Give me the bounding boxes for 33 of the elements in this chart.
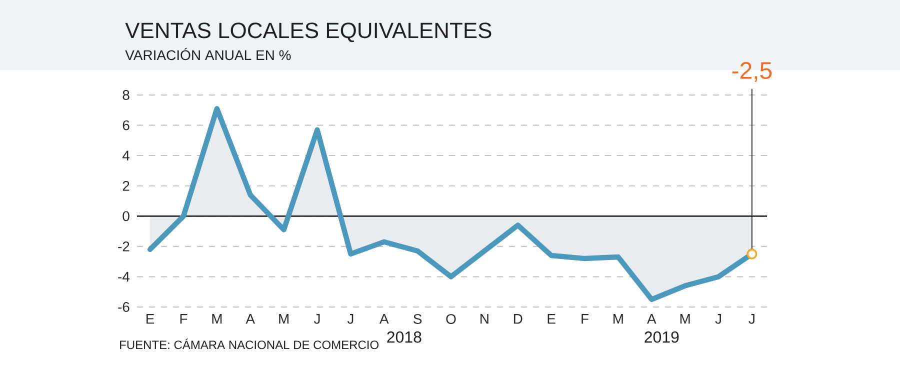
y-tick-label: 6 (122, 120, 130, 130)
x-tick-label: M (279, 314, 288, 324)
text: 2018 (387, 331, 422, 343)
y-tick-label: 8 (122, 90, 130, 100)
y-tick-label: 4 (122, 150, 130, 160)
x-tick-label: D (514, 314, 522, 324)
source-note: FUENTE: CÁMARA NACIONAL DE COMERCIO (120, 338, 379, 350)
x-tick-label: E (146, 314, 154, 324)
x-tick-label: J (347, 314, 354, 324)
x-tick-label: N (480, 314, 488, 324)
x-tick-label: A (646, 314, 656, 324)
x-tick-label: S (414, 314, 422, 324)
x-tick-label: A (246, 314, 256, 324)
x-tick-label: A (379, 314, 389, 324)
y-tick-label: 2 (122, 180, 130, 191)
text: 2019 (644, 331, 679, 343)
x-tick-label: M (212, 314, 222, 324)
x-tick-label: M (680, 314, 690, 324)
chart-subtitle: VARIACIÓN ANUAL EN % (125, 48, 291, 60)
y-tick-label: -4 (118, 272, 130, 282)
x-tick-label: O (446, 314, 456, 324)
x-tick-label: F (180, 314, 188, 324)
x-tick-label: F (582, 314, 588, 324)
x-tick-label: J (314, 314, 320, 324)
y-tick-label: 0 (122, 211, 130, 222)
chart-title: VENTAS LOCALES EQUIVALENTES (125, 22, 492, 42)
x-tick-label: J (715, 314, 721, 324)
x-tick-label: J (748, 314, 754, 324)
y-tick-label: -6 (118, 302, 130, 312)
data-label: -2,5 (732, 62, 772, 82)
x-tick-label: M (614, 314, 623, 324)
x-tick-label: E (548, 314, 556, 324)
y-tick-label: -2 (118, 242, 130, 252)
